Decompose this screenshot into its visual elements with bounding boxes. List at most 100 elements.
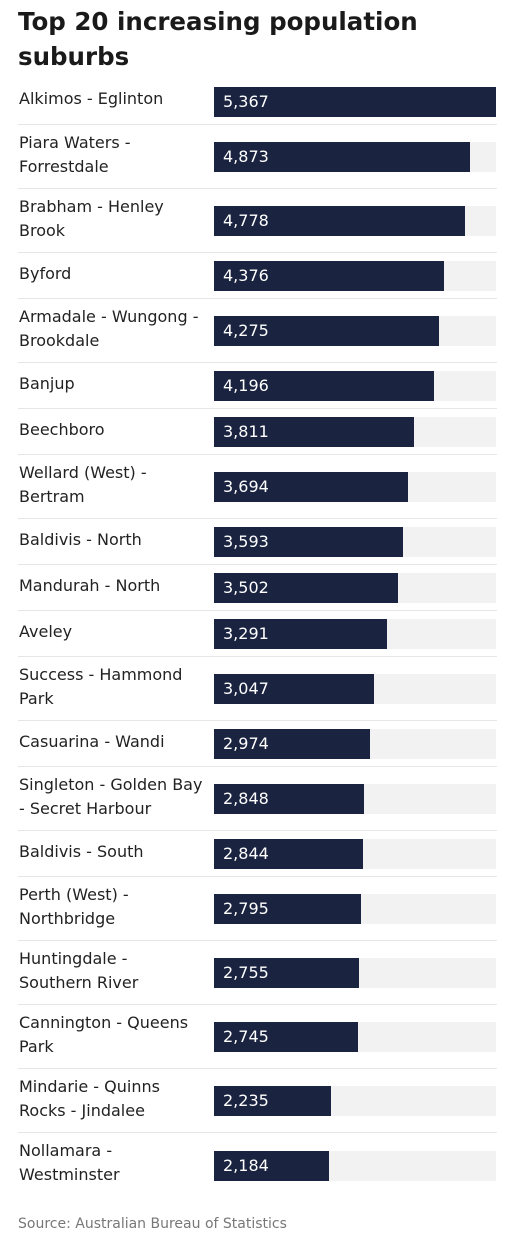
- category-label: Cannington - Queens Park: [19, 1013, 189, 1056]
- bar: [214, 674, 374, 704]
- bar-track: 3,291: [214, 619, 496, 649]
- category-label: Singleton - Golden Bay - Secret Harbour: [19, 775, 203, 818]
- bar-track: 2,184: [214, 1151, 496, 1181]
- bar: [214, 839, 363, 869]
- bar-value-label: 2,844: [223, 844, 269, 863]
- bar: [214, 729, 370, 759]
- row-divider: [18, 720, 497, 721]
- bar-row: Aveley 3,291: [0, 611, 517, 657]
- bar: [214, 958, 359, 988]
- category-label: Success - Hammond Park: [19, 665, 183, 708]
- category-label: Perth (West) - Northbridge: [19, 885, 129, 928]
- row-divider: [18, 454, 497, 455]
- bar-track: 4,778: [214, 206, 496, 236]
- bar-value-label: 2,795: [223, 899, 269, 918]
- bar-track: 4,275: [214, 316, 496, 346]
- bar-row: Alkimos - Eglinton 5,367: [0, 78, 517, 125]
- row-divider: [18, 656, 497, 657]
- category-label: Brabham - Henley Brook: [19, 197, 164, 240]
- bar-row: Singleton - Golden Bay - Secret Harbour 2…: [0, 767, 517, 831]
- row-divider: [18, 940, 497, 941]
- bar-row: Brabham - Henley Brook 4,778: [0, 189, 517, 253]
- category-label: Mandurah - North: [19, 576, 161, 595]
- bar-track: 3,694: [214, 472, 496, 502]
- category-label: Banjup: [19, 374, 75, 393]
- category-label: Beechboro: [19, 420, 105, 439]
- bar-value-label: 4,778: [223, 211, 269, 230]
- row-divider: [18, 188, 497, 189]
- bar-row: Casuarina - Wandi 2,974: [0, 721, 517, 767]
- bar-track: 2,974: [214, 729, 496, 759]
- bar-track: 2,795: [214, 894, 496, 924]
- bar: [214, 261, 444, 291]
- bar-track: 3,047: [214, 674, 496, 704]
- bar-track: 2,844: [214, 839, 496, 869]
- bar: [214, 527, 403, 557]
- bar: [214, 206, 465, 236]
- bar-track: 2,848: [214, 784, 496, 814]
- row-divider: [18, 1004, 497, 1005]
- bar-row: Baldivis - North 3,593: [0, 519, 517, 565]
- category-label: Baldivis - North: [19, 530, 142, 549]
- bar-row: Success - Hammond Park 3,047: [0, 657, 517, 721]
- row-divider: [18, 252, 497, 253]
- bar-track: 3,811: [214, 417, 496, 447]
- bar-row: Beechboro 3,811: [0, 409, 517, 455]
- category-label: Huntingdale - Southern River: [19, 949, 139, 992]
- bar: [214, 894, 361, 924]
- bar-track: 5,367: [214, 87, 496, 117]
- category-label: Piara Waters - Forrestdale: [19, 133, 131, 176]
- bar-value-label: 4,873: [223, 147, 269, 166]
- category-label: Alkimos - Eglinton: [19, 89, 164, 108]
- bar: [214, 417, 414, 447]
- bar-value-label: 2,848: [223, 789, 269, 808]
- chart-title: Top 20 increasing population suburbs: [18, 7, 418, 71]
- bar-value-label: 2,745: [223, 1027, 269, 1046]
- bar-value-label: 2,184: [223, 1156, 269, 1175]
- category-label: Aveley: [19, 622, 73, 641]
- bar-value-label: 4,376: [223, 266, 269, 285]
- category-label: Casuarina - Wandi: [19, 732, 165, 751]
- row-divider: [18, 1068, 497, 1069]
- bar-row: Wellard (West) - Bertram 3,694: [0, 455, 517, 519]
- bar-row: Mandurah - North 3,502: [0, 565, 517, 611]
- bar: [214, 1086, 331, 1116]
- bar-row: Nollamara - Westminster 2,184: [0, 1133, 517, 1198]
- category-label: Wellard (West) - Bertram: [19, 463, 147, 506]
- bar-track: 2,235: [214, 1086, 496, 1116]
- row-divider: [18, 1132, 497, 1133]
- bar-value-label: 3,047: [223, 679, 269, 698]
- bar-value-label: 2,974: [223, 734, 269, 753]
- bar: [214, 142, 470, 172]
- bar-value-label: 3,694: [223, 477, 269, 496]
- bar-row: Piara Waters - Forrestdale 4,873: [0, 125, 517, 189]
- row-divider: [18, 766, 497, 767]
- bar-value-label: 4,275: [223, 321, 269, 340]
- bar: [214, 784, 364, 814]
- bar-track: 2,745: [214, 1022, 496, 1052]
- bar-value-label: 3,593: [223, 532, 269, 551]
- row-divider: [18, 518, 497, 519]
- bar: [214, 371, 434, 401]
- bar-track: 4,873: [214, 142, 496, 172]
- row-divider: [18, 362, 497, 363]
- bar: [214, 619, 387, 649]
- bar-row: Byford 4,376: [0, 253, 517, 299]
- bar-row: Armadale - Wungong - Brookdale 4,275: [0, 299, 517, 363]
- category-label: Mindarie - Quinns Rocks - Jindalee: [19, 1077, 160, 1120]
- bar-value-label: 3,502: [223, 578, 269, 597]
- row-divider: [18, 124, 497, 125]
- bar-value-label: 2,755: [223, 963, 269, 982]
- bar: [214, 87, 496, 117]
- bar-row: Banjup 4,196: [0, 363, 517, 409]
- bar-row: Huntingdale - Southern River 2,755: [0, 941, 517, 1005]
- bar-value-label: 2,235: [223, 1091, 269, 1110]
- bar-value-label: 3,811: [223, 422, 269, 441]
- bar-value-label: 3,291: [223, 624, 269, 643]
- bar-value-label: 4,196: [223, 376, 269, 395]
- row-divider: [18, 830, 497, 831]
- row-divider: [18, 610, 497, 611]
- category-label: Byford: [19, 264, 72, 283]
- bar: [214, 316, 439, 346]
- bar-track: 4,196: [214, 371, 496, 401]
